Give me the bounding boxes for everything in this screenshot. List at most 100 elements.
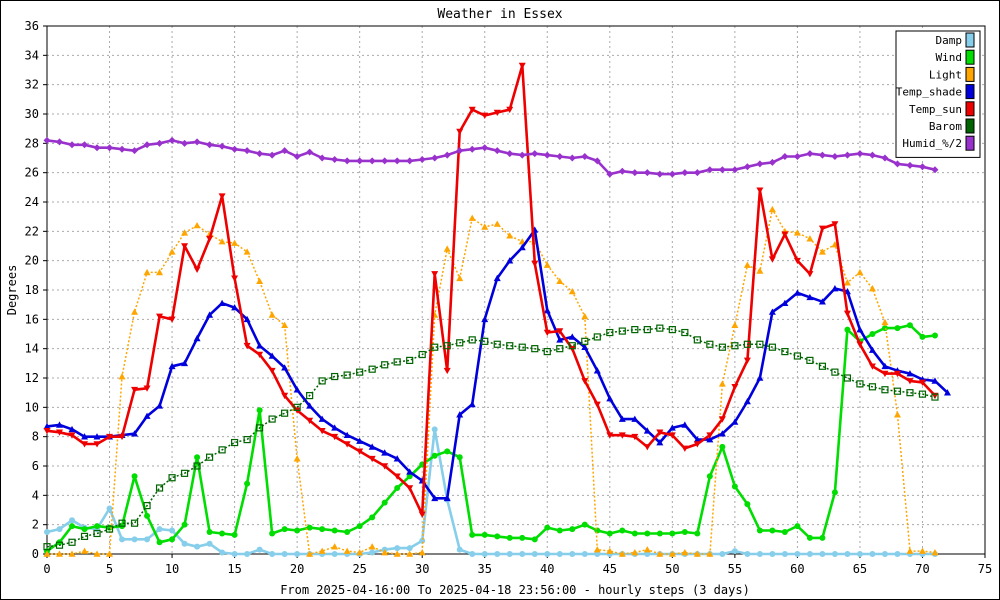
temp-shade-point <box>356 437 364 444</box>
temp-sun-point <box>893 370 901 378</box>
light-point <box>856 268 864 276</box>
light-point <box>843 279 851 286</box>
wind-point <box>544 524 551 531</box>
legend-swatch-temp-shade <box>965 84 975 100</box>
barom-point <box>906 389 914 397</box>
humid-2-point <box>793 153 801 161</box>
y-tick-label: 18 <box>25 283 39 297</box>
temp-sun-point <box>206 235 214 243</box>
wind-point <box>606 530 613 537</box>
barom-point <box>243 436 251 444</box>
x-tick-label: 55 <box>728 562 742 576</box>
light-point <box>143 268 151 276</box>
temp-sun-point <box>318 428 326 435</box>
damp-point <box>331 551 338 557</box>
humid-2-point <box>256 150 264 158</box>
humid-2-point <box>668 170 676 178</box>
wind-point <box>506 534 513 541</box>
humid-2-point <box>518 151 526 159</box>
wind-point <box>619 527 626 534</box>
temp-shade-point <box>218 299 226 306</box>
wind-point <box>369 514 376 521</box>
series-barom <box>43 324 939 551</box>
legend-swatch-wind <box>965 49 975 65</box>
wind-point <box>781 529 788 535</box>
temp-shade-point <box>568 333 576 340</box>
wind-point <box>481 531 488 538</box>
wind-point <box>919 333 926 340</box>
wind-point <box>219 530 226 537</box>
temp-sun-point <box>481 112 489 119</box>
light-point <box>481 223 489 230</box>
temp-shade-point <box>368 443 376 450</box>
temp-sun-point <box>468 106 476 114</box>
barom-point <box>856 380 864 388</box>
temp-shade-point <box>881 362 889 370</box>
temp-shade-point <box>231 304 239 311</box>
barom-point <box>418 350 426 359</box>
light-point <box>218 238 226 245</box>
wind-point <box>269 530 276 537</box>
series-wind <box>44 322 938 555</box>
x-tick-label: 30 <box>415 562 429 576</box>
temp-sun-point <box>418 511 426 518</box>
temp-shade-point <box>281 364 289 371</box>
humid-2-point <box>456 147 464 155</box>
y-tick-label: 30 <box>25 107 39 121</box>
humid-2-point <box>656 170 664 178</box>
barom-point <box>756 340 764 348</box>
light-point <box>706 550 714 557</box>
humid-2-point <box>268 151 276 159</box>
y-tick-label: 32 <box>25 78 39 92</box>
damp-point <box>881 551 888 557</box>
temp-sun-point <box>518 62 526 70</box>
y-tick-label: 20 <box>25 254 39 268</box>
temp-shade-point <box>643 427 651 434</box>
barom-point <box>706 340 714 348</box>
light-point <box>756 267 764 274</box>
temp-sun-point <box>706 432 714 439</box>
temp-sun-point <box>243 342 251 350</box>
damp-point <box>756 551 763 557</box>
damp-point <box>556 551 563 557</box>
barom-point <box>543 348 551 356</box>
temp-shade-point <box>681 421 689 428</box>
temp-sun-point <box>193 266 201 273</box>
wind-point <box>794 523 801 530</box>
temp-shade-point <box>43 422 51 430</box>
temp-sun-point <box>756 187 764 194</box>
temp-shade-point <box>556 336 564 343</box>
barom-point <box>180 469 189 477</box>
temp-sun-point <box>693 441 701 448</box>
light-point <box>506 232 514 239</box>
light-point <box>193 221 201 229</box>
wind-point <box>556 527 563 534</box>
temp-sun-point <box>768 256 776 263</box>
light-point <box>168 248 176 255</box>
light-point <box>343 547 351 554</box>
humid-2-point <box>831 153 839 161</box>
temp-sun-point <box>118 433 126 441</box>
temp-sun-point <box>531 260 539 268</box>
legend-label-damp: Damp <box>936 34 963 47</box>
temp-shade-point <box>318 415 326 422</box>
light-point <box>118 373 126 380</box>
temp-sun-point <box>543 329 551 337</box>
temp-sun-point <box>343 441 351 448</box>
temp-shade-point <box>481 315 489 323</box>
humid-2-point <box>443 151 451 159</box>
temp-shade-point <box>493 274 501 282</box>
wind-point <box>69 523 76 530</box>
humid-2-point <box>481 144 489 152</box>
temp-shade-point <box>443 494 451 502</box>
wind-point <box>756 527 763 534</box>
humid-2-point <box>868 151 876 159</box>
temp-sun-point <box>331 433 339 441</box>
humid-2-point <box>181 139 189 147</box>
barom-point <box>293 403 301 411</box>
barom-point <box>406 356 414 364</box>
humid-2-point <box>843 151 851 159</box>
humid-2-point <box>93 144 101 152</box>
barom-point <box>931 393 939 401</box>
temp-sun-point <box>681 445 689 452</box>
